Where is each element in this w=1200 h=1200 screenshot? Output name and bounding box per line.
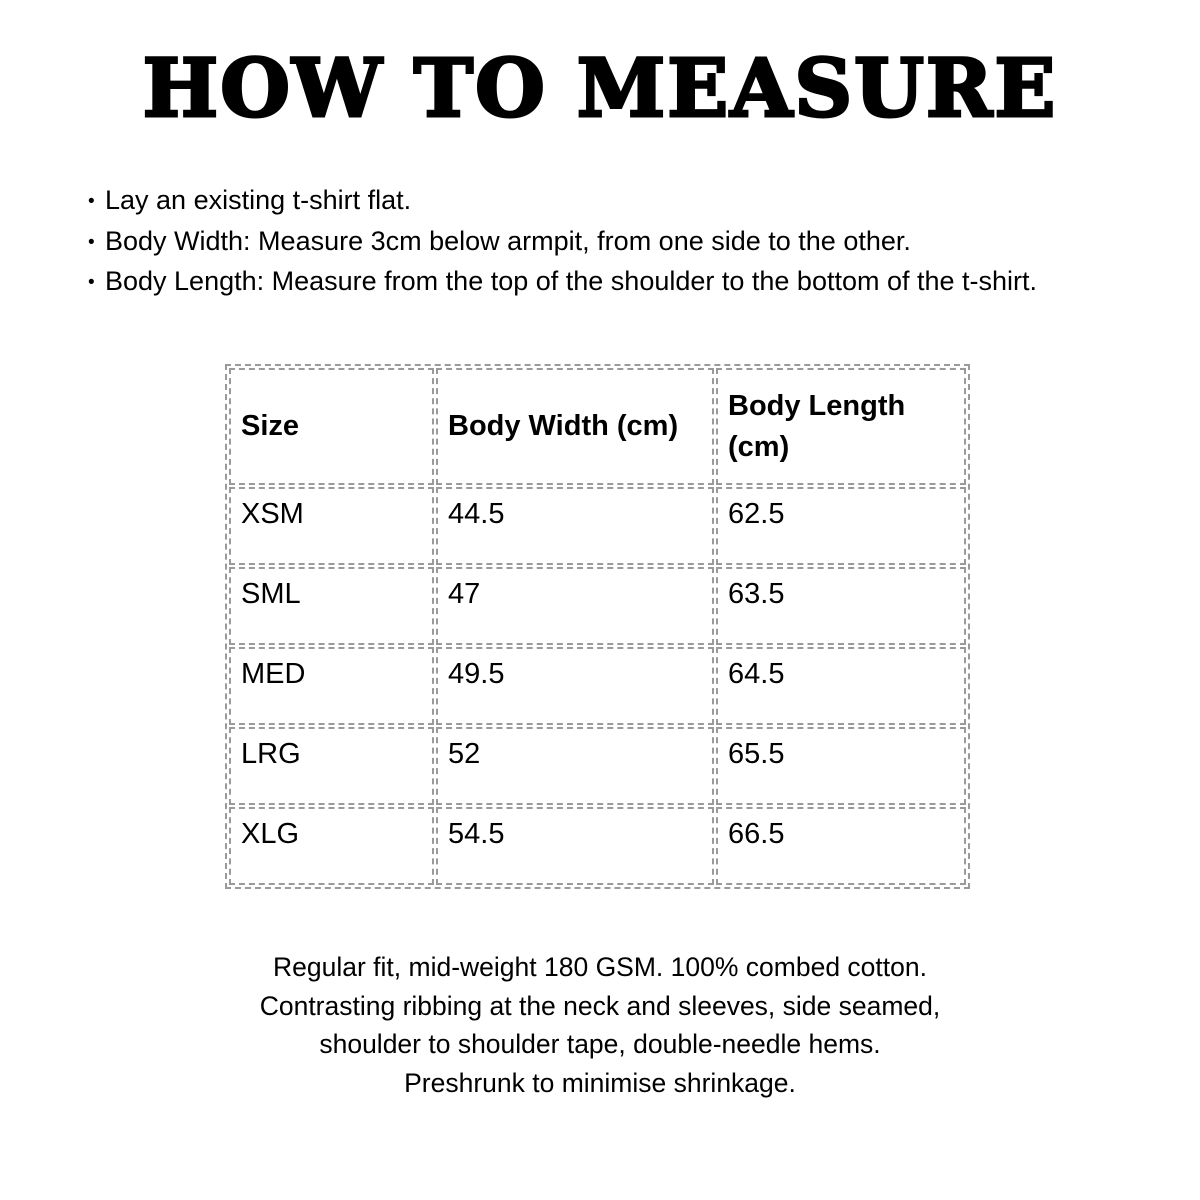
size-cell: XLG: [229, 807, 434, 885]
table-row: XSM 44.5 62.5: [229, 487, 966, 565]
fabric-details-line: Contrasting ribbing at the neck and slee…: [259, 990, 941, 1021]
instruction-item: • Lay an existing t-shirt flat.: [88, 181, 1037, 222]
body-width-cell: 47: [436, 567, 714, 645]
table-row: LRG 52 65.5: [229, 727, 966, 805]
fabric-details: Regular fit, mid-weight 180 GSM. 100% co…: [0, 948, 1200, 1102]
size-chart-table: Size Body Width (cm) Body Length (cm) XS…: [225, 364, 970, 889]
table-row: XLG 54.5 66.5: [229, 807, 966, 885]
bullet-marker: •: [88, 272, 95, 293]
body-length-cell: 65.5: [716, 727, 966, 805]
body-width-cell: 54.5: [436, 807, 714, 885]
body-length-cell: 62.5: [716, 487, 966, 565]
body-length-cell: 63.5: [716, 567, 966, 645]
bullet-marker: •: [88, 231, 95, 253]
column-header-body-length: Body Length (cm): [716, 368, 966, 485]
body-width-cell: 49.5: [436, 647, 714, 725]
instruction-text: Lay an existing t-shirt flat.: [105, 185, 412, 215]
body-length-cell: 66.5: [716, 807, 966, 885]
size-cell: XSM: [229, 487, 434, 565]
instructions-list: • Lay an existing t-shirt flat. • Body Wid…: [88, 181, 1037, 303]
size-cell: LRG: [229, 727, 434, 805]
instruction-text: Body Length: Measure from the top of the…: [105, 266, 1038, 296]
column-header-size: Size: [229, 368, 434, 485]
instruction-item: • Body Width: Measure 3cm below armpit, f…: [88, 222, 1037, 263]
body-width-cell: 44.5: [436, 487, 714, 565]
table-row: MED 49.5 64.5: [229, 647, 966, 725]
body-length-cell: 64.5: [716, 647, 966, 725]
instruction-text: Body Width: Measure 3cm below armpit, fr…: [105, 225, 911, 256]
table-header-row: Size Body Width (cm) Body Length (cm): [229, 368, 966, 485]
column-header-body-width: Body Width (cm): [436, 368, 714, 485]
size-cell: MED: [229, 647, 434, 725]
page-title: HOW TO MEASURE: [141, 41, 1058, 135]
size-cell: SML: [229, 567, 434, 645]
body-width-cell: 52: [436, 727, 714, 805]
fabric-details-line: Regular fit, mid-weight 180 GSM. 100% co…: [273, 952, 927, 982]
instruction-item: • Body Length: Measure from the top of th…: [88, 262, 1037, 303]
fabric-details-line: Preshrunk to minimise shrinkage.: [404, 1067, 796, 1098]
table-row: SML 47 63.5: [229, 567, 966, 645]
fabric-details-line: shoulder to shoulder tape, double-needle…: [319, 1029, 881, 1059]
bullet-marker: •: [88, 191, 95, 212]
